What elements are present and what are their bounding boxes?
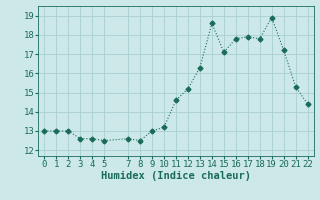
X-axis label: Humidex (Indice chaleur): Humidex (Indice chaleur) — [101, 171, 251, 181]
